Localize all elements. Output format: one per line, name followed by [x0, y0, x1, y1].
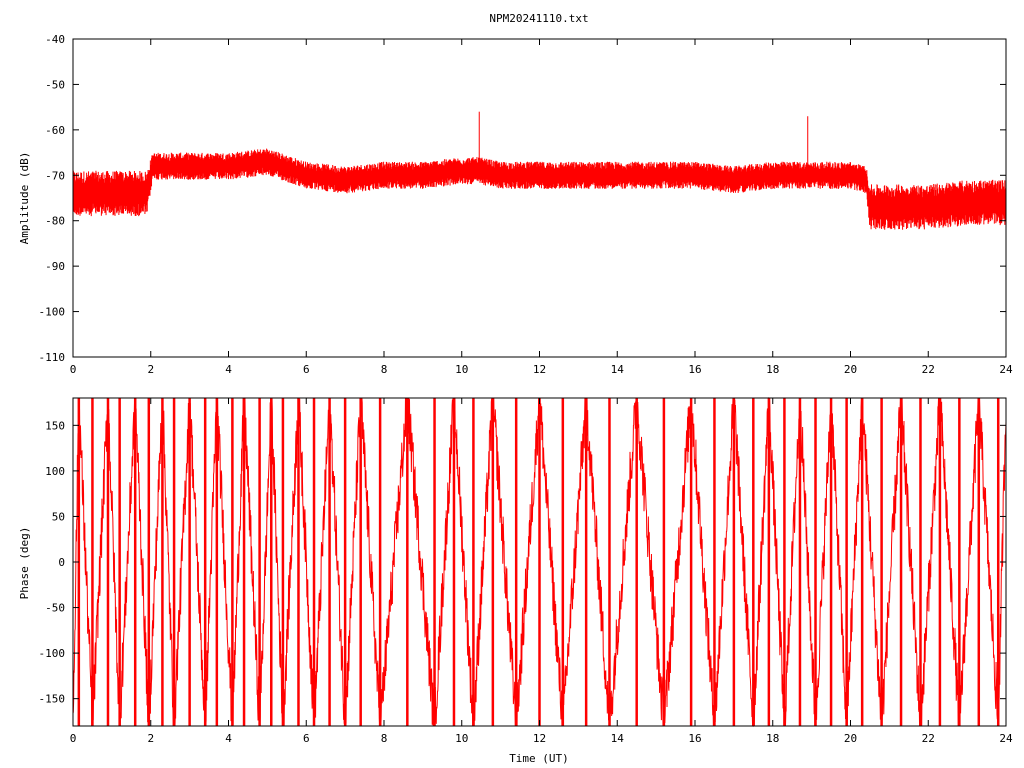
phase-x-tick-label: 14 [611, 732, 625, 745]
amplitude-x-tick-label: 8 [381, 363, 388, 376]
phase-x-tick-label: 4 [225, 732, 232, 745]
amplitude-x-tick-label: 12 [533, 363, 546, 376]
amplitude-y-axis-label: Amplitude (dB) [18, 152, 31, 245]
phase-x-tick-label: 20 [844, 732, 857, 745]
amplitude-x-tick-label: 16 [688, 363, 701, 376]
phase-x-tick-label: 0 [70, 732, 77, 745]
phase-y-tick-label: 50 [52, 510, 65, 523]
chart-title: NPM20241110.txt [489, 12, 588, 25]
amplitude-band [72, 148, 1007, 230]
phase-x-tick-label: 10 [455, 732, 468, 745]
amplitude-x-tick-label: 6 [303, 363, 310, 376]
amplitude-x-tick-label: 20 [844, 363, 857, 376]
amplitude-series [72, 111, 1007, 230]
amplitude-x-tick-label: 14 [611, 363, 625, 376]
amplitude-x-tick-label: 10 [455, 363, 468, 376]
phase-x-tick-label: 6 [303, 732, 310, 745]
amplitude-y-tick-label: -90 [45, 260, 65, 273]
phase-x-tick-label: 8 [381, 732, 388, 745]
phase-y-tick-label: -50 [45, 602, 65, 615]
amplitude-y-tick-label: -50 [45, 78, 65, 91]
amplitude-y-tick-label: -100 [39, 306, 66, 319]
amplitude-y-tick-label: -110 [39, 351, 66, 364]
phase-y-tick-label: 0 [58, 556, 65, 569]
phase-x-tick-label: 12 [533, 732, 546, 745]
amplitude-x-tick-label: 22 [922, 363, 935, 376]
amplitude-ticks: 0 2 4 6 8 10 12 14 16 18 20 22 24-40-50-60-70-80-90-… [39, 33, 1013, 376]
x-axis-label: Time (UT) [509, 752, 569, 765]
amplitude-x-tick-label: 24 [999, 363, 1013, 376]
amplitude-y-tick-label: -40 [45, 33, 65, 46]
phase-series [72, 396, 1007, 728]
amplitude-x-tick-label: 4 [225, 363, 232, 376]
phase-x-tick-label: 22 [922, 732, 935, 745]
amplitude-x-tick-label: 18 [766, 363, 779, 376]
phase-x-tick-label: 18 [766, 732, 779, 745]
amplitude-x-tick-label: 0 [70, 363, 77, 376]
amplitude-x-tick-label: 2 [147, 363, 154, 376]
phase-panel: 0 2 4 6 8 10 12 14 16 18 20 22 24150100500-50-100-15… [18, 396, 1013, 765]
phase-y-tick-label: -100 [39, 647, 66, 660]
phase-y-tick-label: 100 [45, 465, 65, 478]
phase-y-tick-label: 150 [45, 419, 65, 432]
phase-x-tick-label: 24 [999, 732, 1013, 745]
amplitude-y-tick-label: -70 [45, 169, 65, 182]
amplitude-y-tick-label: -80 [45, 215, 65, 228]
amplitude-panel: 0 2 4 6 8 10 12 14 16 18 20 22 24-40-50-60-70-80-90-… [18, 33, 1013, 376]
phase-x-tick-label: 16 [688, 732, 701, 745]
amplitude-plot-frame [72, 38, 1007, 358]
amplitude-y-tick-label: -60 [45, 124, 65, 137]
phase-y-tick-label: -150 [39, 693, 66, 706]
phase-x-tick-label: 2 [147, 732, 154, 745]
phase-y-axis-label: Phase (deg) [18, 527, 31, 600]
phase-ticks: 0 2 4 6 8 10 12 14 16 18 20 22 24150100500-50-100-15… [39, 398, 1013, 745]
